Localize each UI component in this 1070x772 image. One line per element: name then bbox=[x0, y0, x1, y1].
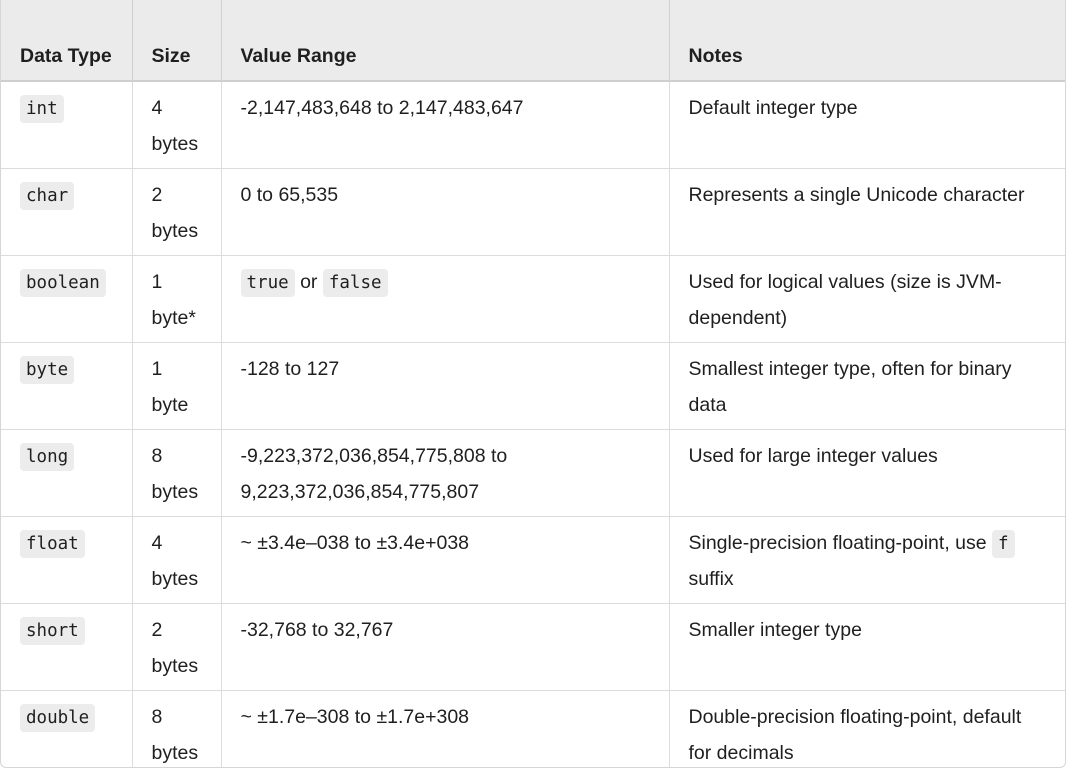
type-code: byte bbox=[20, 356, 75, 384]
cell-size: 1 byte bbox=[132, 342, 222, 430]
header-size: Size bbox=[132, 0, 222, 82]
type-code: char bbox=[20, 182, 75, 210]
notes-code-suffix: f bbox=[992, 530, 1015, 558]
table-row: byte 1 byte -128 to 127 Smallest integer… bbox=[1, 342, 1065, 430]
header-data-type: Data Type bbox=[1, 0, 133, 82]
table-row: int 4 bytes -2,147,483,648 to 2,147,483,… bbox=[1, 81, 1065, 169]
header-row: Data Type Size Value Range Notes bbox=[1, 0, 1065, 82]
header-notes: Notes bbox=[669, 0, 1065, 82]
cell-range: -2,147,483,648 to 2,147,483,647 bbox=[221, 81, 670, 169]
table-row: double 8 bytes ~ ±1.7e–308 to ±1.7e+308 … bbox=[1, 690, 1065, 767]
cell-notes: Used for logical values (size is JVM-dep… bbox=[688, 271, 1002, 329]
cell-type: double bbox=[1, 690, 133, 767]
cell-size: 2 bytes bbox=[132, 168, 222, 256]
range-code-false: false bbox=[322, 269, 388, 297]
cell-notes: Smaller integer type bbox=[688, 619, 862, 641]
table-row: float 4 bytes ~ ±3.4e–038 to ±3.4e+038 S… bbox=[1, 516, 1065, 604]
cell-type: int bbox=[1, 81, 133, 169]
type-code: double bbox=[20, 704, 96, 732]
cell-size: 8 bytes bbox=[132, 429, 222, 517]
cell-size: 4 bytes bbox=[132, 81, 222, 169]
cell-notes: Single-precision floating-point, use f s… bbox=[669, 517, 1065, 604]
cell-size: 4 bytes bbox=[132, 516, 222, 604]
cell-range: -128 to 127 bbox=[221, 342, 670, 430]
cell-type: char bbox=[1, 168, 133, 256]
cell-size: 8 bytes bbox=[132, 690, 222, 767]
table-row: long 8 bytes -9,223,372,036,854,775,808 … bbox=[1, 429, 1065, 517]
cell-size: 2 bytes bbox=[132, 603, 222, 691]
cell-range: -32,768 to 32,767 bbox=[221, 603, 670, 691]
table-header: Data Type Size Value Range Notes bbox=[1, 0, 1065, 82]
type-code: int bbox=[20, 95, 64, 123]
cell-range: ~ ±3.4e–038 to ±3.4e+038 bbox=[221, 516, 670, 604]
table-row: char 2 bytes 0 to 65,535 Represents a si… bbox=[1, 168, 1065, 256]
cell-range: -9,223,372,036,854,775,808 to 9,223,372,… bbox=[221, 429, 670, 517]
cell-range: true or false bbox=[221, 255, 670, 343]
table-row: boolean 1 byte* true or false Used for l… bbox=[1, 255, 1065, 343]
cell-type: short bbox=[1, 603, 133, 691]
cell-notes: Represents a single Unicode character bbox=[688, 184, 1025, 206]
range-code-true: true bbox=[240, 269, 295, 297]
cell-notes: Double-precision floating-point, default… bbox=[688, 706, 1022, 764]
notes-text-post: suffix bbox=[688, 568, 734, 590]
notes-text-pre: Single-precision floating-point, use bbox=[688, 532, 987, 554]
cell-notes: Used for large integer values bbox=[688, 445, 938, 467]
cell-notes: Smallest integer type, often for binary … bbox=[688, 358, 1012, 416]
cell-range: ~ ±1.7e–308 to ±1.7e+308 bbox=[221, 690, 670, 767]
table-row: short 2 bytes -32,768 to 32,767 Smaller … bbox=[1, 603, 1065, 691]
type-code: long bbox=[20, 443, 75, 471]
table-body: int 4 bytes -2,147,483,648 to 2,147,483,… bbox=[1, 81, 1065, 767]
range-or-text: or bbox=[300, 271, 318, 293]
cell-type: byte bbox=[1, 342, 133, 430]
type-code: boolean bbox=[20, 269, 106, 297]
cell-size: 1 byte* bbox=[132, 255, 222, 343]
type-code: float bbox=[20, 530, 85, 558]
cell-type: long bbox=[1, 429, 133, 517]
cell-type: float bbox=[1, 516, 133, 604]
cell-range: 0 to 65,535 bbox=[221, 168, 670, 256]
type-code: short bbox=[20, 617, 85, 645]
cell-notes: Default integer type bbox=[688, 97, 858, 119]
header-value-range: Value Range bbox=[221, 0, 670, 82]
cell-type: boolean bbox=[1, 255, 133, 343]
